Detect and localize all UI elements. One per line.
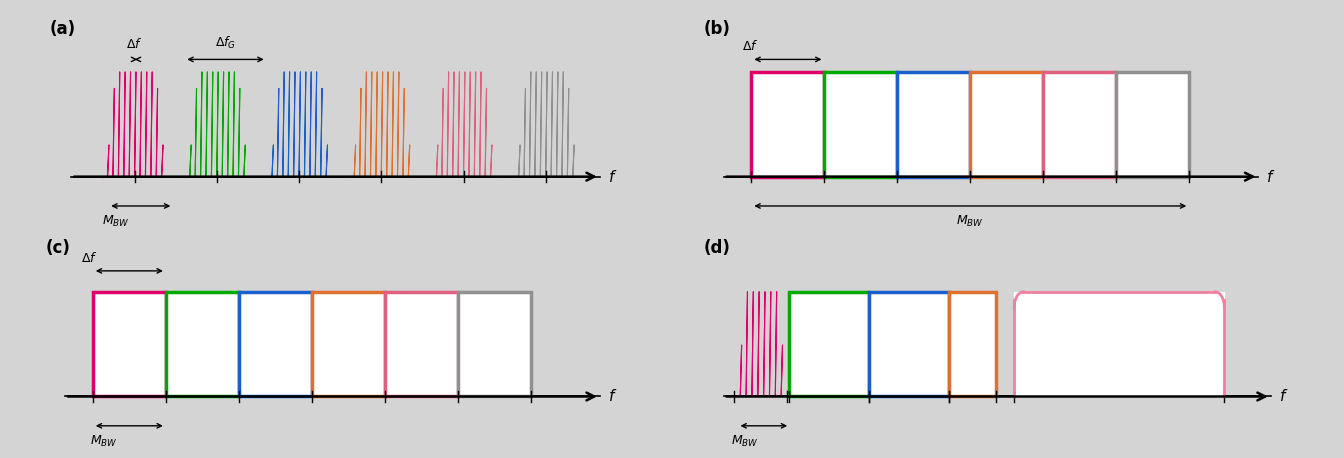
Text: (c): (c) — [46, 240, 70, 257]
Bar — [1116, 72, 1189, 177]
Bar — [93, 292, 165, 397]
Text: $f$: $f$ — [607, 388, 617, 404]
Text: $M_{BW}$: $M_{BW}$ — [731, 434, 759, 449]
Text: $\Delta f$: $\Delta f$ — [81, 251, 97, 265]
Text: $f$: $f$ — [607, 169, 617, 185]
Bar — [751, 72, 824, 177]
Text: $\Delta f$: $\Delta f$ — [126, 37, 142, 51]
Text: $M_{BW}$: $M_{BW}$ — [102, 214, 130, 229]
Bar — [239, 292, 312, 397]
Bar — [384, 292, 457, 397]
Text: $M_{BW}$: $M_{BW}$ — [90, 434, 117, 449]
Bar — [949, 292, 996, 397]
Bar — [898, 72, 970, 177]
Bar — [789, 292, 868, 397]
Polygon shape — [1015, 292, 1224, 397]
Text: (a): (a) — [50, 20, 75, 38]
Text: $f$: $f$ — [1266, 169, 1275, 185]
Text: $\Delta f$: $\Delta f$ — [742, 39, 758, 53]
Text: $M_{BW}$: $M_{BW}$ — [957, 214, 984, 229]
Bar — [1043, 72, 1116, 177]
Text: (d): (d) — [704, 240, 731, 257]
Bar — [457, 292, 531, 397]
Bar — [824, 72, 898, 177]
Bar — [312, 292, 384, 397]
Bar — [868, 292, 949, 397]
Text: $\Delta f_G$: $\Delta f_G$ — [215, 35, 237, 51]
Text: $f$: $f$ — [1278, 388, 1288, 404]
Text: (b): (b) — [704, 20, 731, 38]
Bar — [165, 292, 239, 397]
Bar — [970, 72, 1043, 177]
